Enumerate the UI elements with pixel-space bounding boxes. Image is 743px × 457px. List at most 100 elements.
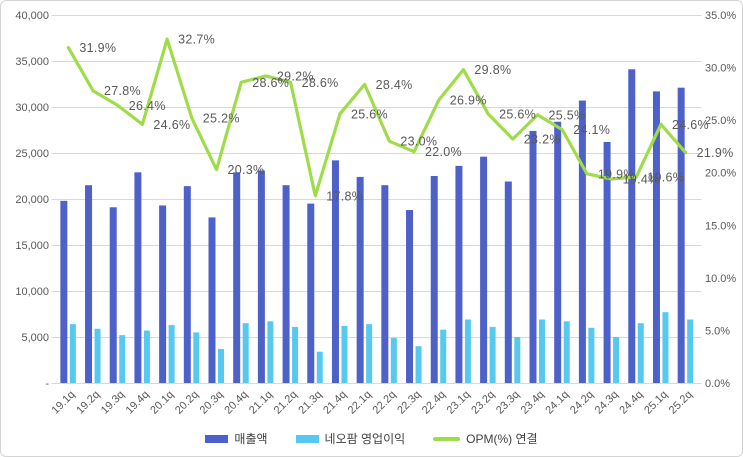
opm-data-label: 23.2% [524, 133, 561, 147]
revenue-bar [60, 200, 68, 383]
operating-profit-bar [366, 324, 373, 383]
revenue-bar [233, 172, 241, 383]
left-axis-tick-label: 20,000 [15, 194, 49, 206]
operating-profit-bar [193, 332, 200, 383]
revenue-bar [603, 141, 611, 383]
opm-data-label: 28.6% [302, 76, 339, 90]
operating-profit-bar [242, 323, 249, 383]
opm-data-label: 25.6% [351, 107, 388, 121]
revenue-bar [85, 185, 93, 383]
opm-data-label: 19.6% [647, 170, 684, 184]
x-axis-tick-label: 22.3q [395, 389, 423, 417]
opm-data-label: 21.9% [697, 146, 734, 160]
revenue-bar [307, 203, 315, 383]
opm-data-label: 29.2% [277, 69, 314, 83]
x-axis-tick-label: 20.3q [198, 389, 226, 417]
revenue-bar [282, 185, 290, 383]
x-axis-tick-label: 21.3q [296, 389, 324, 417]
left-axis-tick-label: 10,000 [15, 286, 49, 298]
left-axis-tick-label: 5,000 [21, 332, 49, 344]
opm-data-label: 24.1% [573, 123, 610, 137]
x-axis-tick-label: 22.4q [420, 389, 448, 417]
opm-data-label: 28.6% [252, 76, 289, 90]
revenue-bar [381, 185, 389, 383]
x-axis-tick-label: 20.4q [222, 389, 250, 417]
operating-profit-bar [687, 319, 694, 383]
x-axis-tick-label: 21.1q [247, 389, 275, 417]
x-axis-tick-label: 21.4q [321, 389, 349, 417]
revenue-bar [208, 217, 216, 383]
revenue-bar [455, 165, 463, 383]
x-axis-tick-label: 19.3q [99, 389, 127, 417]
x-axis-tick-label: 19.1q [50, 389, 78, 417]
right-axis-tick-label: 20.0% [705, 168, 736, 180]
legend-label-revenue: 매출액 [234, 432, 268, 446]
revenue-swatch [205, 435, 229, 443]
x-axis-tick-label: 25.1q [642, 389, 670, 417]
operating-profit-bar [143, 330, 150, 383]
right-axis-tick-label: 5.0% [705, 325, 730, 337]
operating-profit-bar [218, 348, 224, 383]
x-axis-tick-label: 24.3q [593, 389, 621, 417]
x-axis-tick-label: 23.3q [494, 389, 522, 417]
operating-profit-bar [69, 324, 76, 383]
legend-item-revenue: 매출액 [205, 432, 268, 446]
operating-profit-bar [539, 319, 545, 383]
operating-profit-bar [119, 335, 126, 383]
x-axis-tick-label: 24.1q [543, 389, 571, 417]
operating-profit-bar [341, 325, 348, 383]
x-axis-tick-label: 20.2q [173, 389, 201, 417]
revenue-bar [628, 69, 636, 383]
revenue-bar [257, 170, 265, 383]
operating-profit-bar [94, 328, 101, 383]
legend-label-opm: OPM(%) 연결 [466, 432, 538, 446]
opm-data-label: 25.6% [499, 107, 536, 121]
right-axis-tick-label: 0.0% [705, 378, 730, 390]
operating-profit-bar [588, 327, 595, 383]
left-axis-tick-label: 35,000 [15, 56, 49, 68]
legend-label-operating-profit: 네오팜 영업이익 [324, 432, 406, 446]
chart-legend: 매출액 네오팜 영업이익 OPM(%) 연결 [1, 429, 742, 449]
operating-profit-bar [390, 337, 397, 383]
opm-line-swatch [433, 437, 461, 441]
operating-profit-bar [292, 326, 299, 383]
revenue-bar [406, 210, 414, 383]
revenue-bar [529, 130, 537, 383]
x-axis-tick-label: 23.1q [445, 389, 473, 417]
revenue-bar [134, 172, 142, 383]
revenue-bar [356, 176, 364, 383]
revenue-bar [183, 186, 191, 383]
opm-data-label: 27.8% [104, 84, 141, 98]
operating-profit-bar [637, 323, 644, 383]
operating-profit-bar [168, 325, 175, 383]
opm-data-label: 24.6% [153, 118, 190, 132]
operating-profit-bar [464, 319, 471, 383]
x-axis-tick-label: 21.2q [272, 389, 300, 417]
left-axis-tick-label: 40,000 [15, 10, 49, 22]
revenue-bar [430, 176, 438, 383]
right-axis-tick-label: 25.0% [705, 115, 736, 127]
opm-data-label: 17.8% [326, 189, 363, 203]
opm-data-label: 28.4% [376, 78, 413, 92]
operating-profit-bar [489, 326, 496, 383]
right-axis-tick-label: 15.0% [705, 220, 736, 232]
revenue-bar [331, 160, 339, 383]
x-axis-tick-label: 20.1q [148, 389, 176, 417]
opm-data-label: 20.3% [228, 163, 265, 177]
opm-data-label: 19.9% [598, 167, 635, 181]
x-axis-tick-label: 19.4q [124, 389, 152, 417]
opm-data-label: 32.7% [178, 33, 215, 47]
revenue-bar [652, 91, 660, 384]
operating-profit-bar [662, 312, 669, 383]
opm-data-label: 22.0% [425, 145, 462, 159]
operating-profit-bar [267, 321, 274, 383]
opm-data-label: 24.6% [672, 118, 709, 132]
opm-line [66, 37, 688, 198]
opm-data-label: 23.0% [400, 135, 437, 149]
revenue-bar [159, 205, 167, 383]
right-axis-tick-label: 30.0% [705, 63, 736, 75]
x-axis-tick-label: 22.1q [346, 389, 374, 417]
opm-data-label: 25.2% [203, 112, 240, 126]
operating-profit-bar [563, 321, 570, 383]
